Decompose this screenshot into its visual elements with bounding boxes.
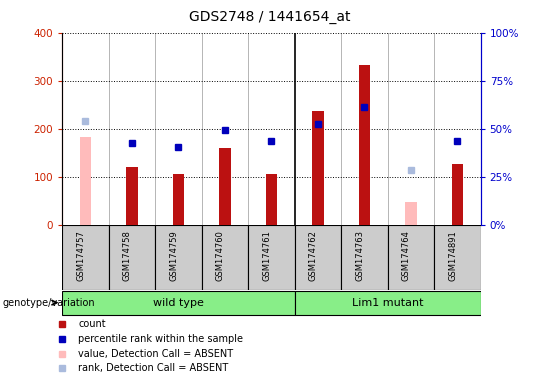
Bar xyxy=(173,174,184,225)
Bar xyxy=(201,225,248,290)
Bar xyxy=(266,174,277,225)
Text: GSM174761: GSM174761 xyxy=(262,230,272,281)
Bar xyxy=(451,164,463,225)
Text: genotype/variation: genotype/variation xyxy=(3,298,96,308)
Bar xyxy=(295,291,481,316)
Text: rank, Detection Call = ABSENT: rank, Detection Call = ABSENT xyxy=(78,363,228,373)
Text: count: count xyxy=(78,319,106,329)
Bar xyxy=(434,225,481,290)
Text: wild type: wild type xyxy=(153,298,204,308)
Text: GSM174764: GSM174764 xyxy=(402,230,411,281)
Bar xyxy=(388,225,434,290)
Bar xyxy=(248,225,295,290)
Text: GSM174891: GSM174891 xyxy=(448,230,457,281)
Bar xyxy=(62,291,295,316)
Text: GSM174763: GSM174763 xyxy=(355,230,364,281)
Bar xyxy=(359,65,370,225)
Bar xyxy=(295,225,341,290)
Bar xyxy=(109,225,155,290)
Bar xyxy=(405,202,417,225)
Text: value, Detection Call = ABSENT: value, Detection Call = ABSENT xyxy=(78,349,233,359)
Bar xyxy=(79,137,91,225)
Bar xyxy=(219,148,231,225)
Text: GSM174757: GSM174757 xyxy=(76,230,85,281)
Bar xyxy=(312,111,323,225)
Text: GSM174759: GSM174759 xyxy=(170,230,178,281)
Bar xyxy=(155,225,201,290)
Text: GSM174760: GSM174760 xyxy=(216,230,225,281)
Text: Lim1 mutant: Lim1 mutant xyxy=(352,298,423,308)
Text: GSM174762: GSM174762 xyxy=(309,230,318,281)
Text: percentile rank within the sample: percentile rank within the sample xyxy=(78,334,244,344)
Bar xyxy=(62,225,109,290)
Text: GSM174758: GSM174758 xyxy=(123,230,132,281)
Bar xyxy=(126,167,138,225)
Bar xyxy=(341,225,388,290)
Text: GDS2748 / 1441654_at: GDS2748 / 1441654_at xyxy=(189,10,351,23)
